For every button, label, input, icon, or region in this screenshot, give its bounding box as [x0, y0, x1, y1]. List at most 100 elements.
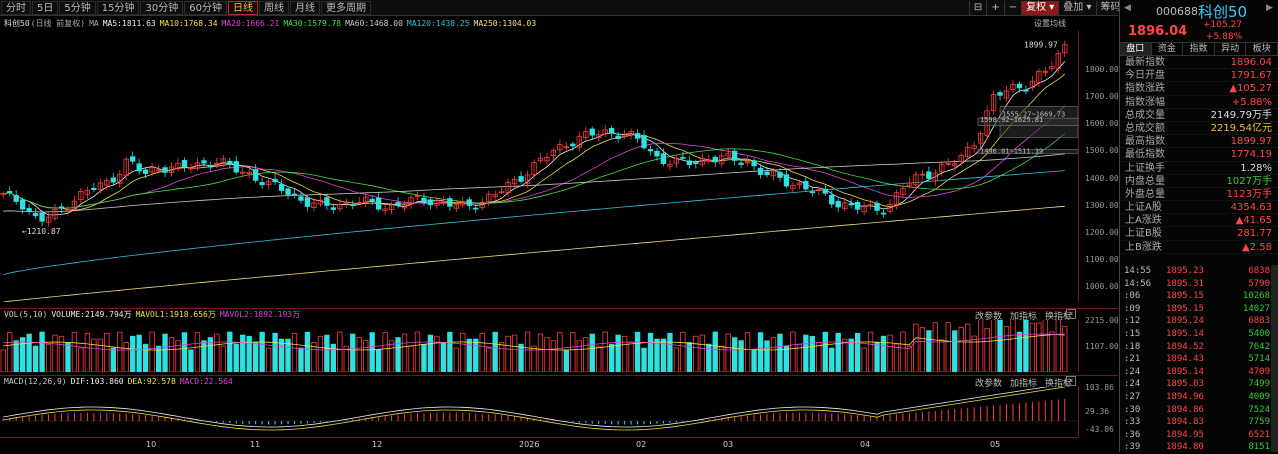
volume-bar	[97, 338, 103, 372]
toolbar-menu-2[interactable]: 筹码	[1095, 1, 1125, 15]
volume-bar	[583, 337, 589, 372]
period-tab-8[interactable]: 月线	[289, 0, 320, 15]
vol-close-icon[interactable]: ×	[1066, 309, 1076, 319]
period-tab-6[interactable]: 日线	[227, 0, 258, 15]
ma20-value: MA20:1666.21	[221, 18, 280, 28]
layout-icon[interactable]: ⊟	[968, 1, 986, 15]
period-tab-2[interactable]: 5分钟	[59, 0, 96, 15]
candle-body	[874, 203, 880, 211]
candle-body	[544, 157, 550, 162]
candle-body	[900, 188, 906, 195]
zoom-out-icon[interactable]: −	[1003, 1, 1021, 15]
tick-row: :30 1894.86 7524	[1120, 404, 1278, 417]
time-tick: 05	[990, 440, 1001, 449]
vol-edit-params-button[interactable]: 改参数	[974, 312, 1002, 322]
candle-body	[45, 216, 52, 223]
volume-bar	[686, 342, 693, 372]
vol-switch-indicator-button[interactable]: 换指标	[1044, 312, 1072, 322]
quote-tab-1[interactable]: 资金	[1152, 43, 1184, 55]
stat-value: 1123万手	[1226, 188, 1272, 200]
ma-label: MA	[89, 18, 99, 28]
volume-bar	[291, 332, 298, 372]
time-tick: 03	[723, 440, 734, 449]
candle-body	[363, 196, 369, 203]
candle-body	[731, 150, 738, 161]
candle-body	[1049, 66, 1055, 70]
vol-add-indicator-button[interactable]: 加指标	[1009, 312, 1037, 322]
prev-arrow-icon[interactable]: ◀	[1124, 3, 1131, 13]
stat-label: 上证B股	[1125, 228, 1162, 240]
stat-value: 4354.63	[1230, 202, 1272, 214]
volume-bar	[492, 331, 498, 372]
quote-tab-2[interactable]: 指数	[1183, 43, 1215, 55]
macd-line	[3, 387, 1048, 428]
stat-value: 1.28%	[1240, 162, 1272, 174]
macd-edit-params-button[interactable]: 改参数	[974, 379, 1002, 389]
tick-volume: 14027	[1242, 303, 1270, 314]
high-annotation: 1899.97	[1024, 41, 1058, 50]
period-tab-3[interactable]: 15分钟	[96, 0, 140, 15]
ma-settings-button[interactable]: 设置均线	[1034, 18, 1066, 28]
tick-row: :36 1894.95 6521	[1120, 429, 1278, 442]
stat-row: 最新指数 1896.04	[1120, 56, 1278, 70]
price-tick: 1100.00	[1085, 255, 1119, 265]
next-arrow-icon[interactable]: ▶	[1266, 3, 1273, 13]
candle-body	[634, 133, 641, 139]
period-tab-9[interactable]: 更多周期	[320, 0, 371, 15]
candle-body	[913, 174, 919, 186]
zoom-in-icon[interactable]: +	[986, 1, 1003, 15]
volume-bar	[188, 349, 194, 372]
time-tick: 10	[146, 440, 157, 449]
macd-switch-indicator-button[interactable]: 换指标	[1044, 379, 1072, 389]
candle-body	[253, 169, 259, 181]
candle-body	[1003, 90, 1010, 99]
volume-chart[interactable]	[0, 320, 1078, 372]
macd-close-icon[interactable]: ×	[1066, 376, 1076, 386]
candle-body	[654, 150, 660, 157]
macd-add-indicator-button[interactable]: 加指标	[1009, 379, 1037, 389]
volume-bar	[233, 343, 239, 372]
candle-body	[220, 158, 226, 163]
volume-bar	[971, 335, 977, 372]
period-tab-0[interactable]: 分时	[1, 0, 31, 15]
candle-body	[32, 213, 39, 217]
volume-bar	[382, 332, 388, 372]
volume-bar	[647, 332, 654, 372]
vol-volume: VOLUME:2149.794万	[51, 310, 132, 319]
period-tab-5[interactable]: 60分钟	[184, 0, 227, 15]
stat-label: 上A涨跌	[1125, 215, 1162, 227]
price-tick: 1200.00	[1085, 228, 1119, 237]
candle-body	[65, 209, 71, 212]
volume-bar	[641, 347, 647, 372]
ma60-value: MA60:1468.00	[345, 18, 403, 28]
zone-label-box2: 1598.92~1625.81	[980, 116, 1043, 124]
candle-body	[201, 160, 207, 164]
macd-chart[interactable]	[0, 387, 1078, 437]
quote-tab-4[interactable]: 板块	[1246, 43, 1278, 55]
stat-value: 1774.19	[1230, 149, 1272, 161]
candle-body	[770, 170, 777, 177]
volume-bar	[757, 332, 764, 372]
volume-bar	[26, 333, 32, 372]
period-tab-7[interactable]: 周线	[258, 0, 289, 15]
period-tab-4[interactable]: 30分钟	[140, 0, 184, 15]
toolbar-menu-1[interactable]: 叠加 ▾	[1058, 1, 1095, 15]
scrollbar[interactable]	[1271, 265, 1278, 452]
stat-value: 2149.79万手	[1210, 109, 1272, 121]
period-tab-1[interactable]: 5日	[32, 0, 59, 15]
tick-time: :24	[1124, 379, 1141, 390]
volume-bar	[1010, 320, 1016, 372]
candle-body	[531, 162, 537, 175]
stat-row: 指数涨幅 +5.88%	[1120, 96, 1278, 109]
ma250-value: MA250:1304.03	[473, 18, 537, 28]
mavol-line	[3, 333, 1065, 351]
volume-bar	[926, 330, 932, 372]
candle-body	[142, 169, 149, 174]
volume-bar	[887, 334, 893, 372]
quote-tab-3[interactable]: 异动	[1215, 43, 1247, 55]
quote-tab-0[interactable]: 盘口	[1120, 43, 1152, 55]
toolbar-menu-0[interactable]: 复权 ▾	[1021, 1, 1059, 15]
candle-body	[227, 160, 233, 165]
candle-body	[712, 156, 718, 163]
